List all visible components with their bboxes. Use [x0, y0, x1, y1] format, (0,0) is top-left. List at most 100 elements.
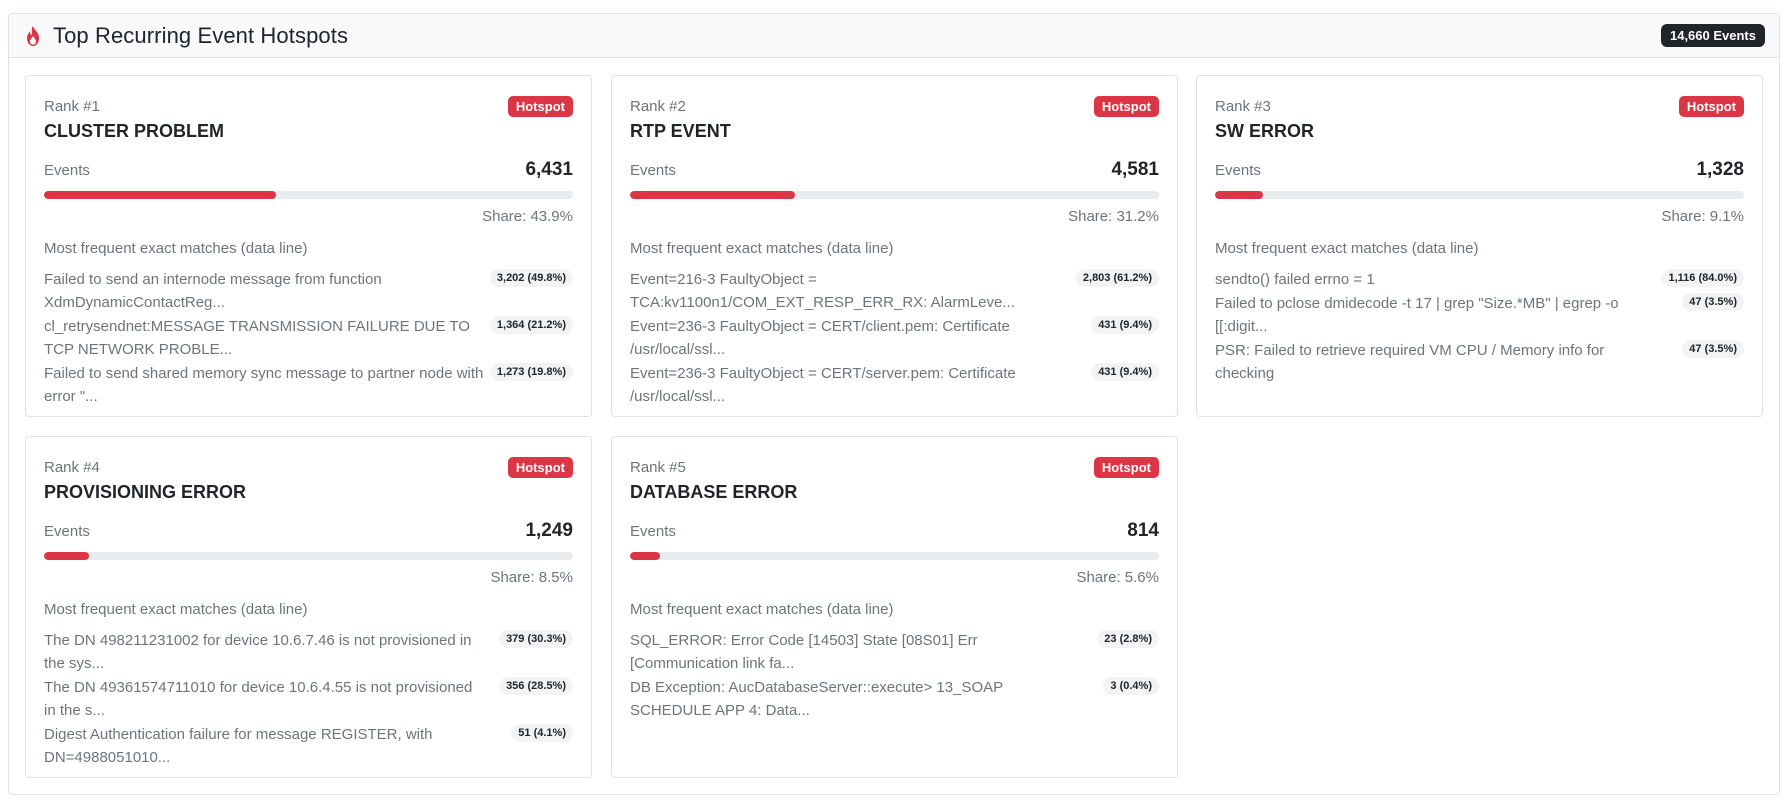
share-progress-fill	[630, 191, 796, 199]
events-count: 1,328	[1696, 159, 1744, 180]
events-label: Events	[630, 161, 676, 179]
matches-title: Most frequent exact matches (data line)	[630, 240, 894, 257]
match-item: The DN 498211231002 for device 10.6.7.46…	[44, 629, 573, 675]
match-count-badge: 356 (28.5%)	[499, 677, 573, 695]
share-label: Share: 43.9%	[482, 208, 573, 225]
panel-title: Top Recurring Event Hotspots	[53, 22, 349, 48]
hotspot-card-3: Rank #3 Hotspot SW ERROR Events 1,328 Sh…	[1196, 75, 1763, 417]
match-text: The DN 49361574711010 for device 10.6.4.…	[44, 679, 473, 719]
match-item: Digest Authentication failure for messag…	[44, 723, 573, 769]
match-text: Digest Authentication failure for messag…	[44, 726, 433, 766]
share-progress-bar	[44, 191, 573, 199]
hotspot-badge: Hotspot	[1678, 96, 1744, 117]
match-count-badge: 23 (2.8%)	[1097, 630, 1159, 648]
events-count: 6,431	[525, 159, 573, 180]
rank-label: Rank #4	[44, 459, 100, 476]
card-title: CLUSTER PROBLEM	[44, 121, 224, 141]
share-label: Share: 5.6%	[1076, 569, 1159, 586]
events-count: 1,249	[525, 520, 573, 541]
hotspot-card-4: Rank #4 Hotspot PROVISIONING ERROR Event…	[25, 436, 592, 778]
matches-title: Most frequent exact matches (data line)	[44, 240, 308, 257]
match-item: SQL_ERROR: Error Code [14503] State [08S…	[630, 629, 1159, 675]
match-count-badge: 379 (30.3%)	[499, 630, 573, 648]
match-count-badge: 1,273 (19.8%)	[489, 363, 573, 381]
match-item: DB Exception: AucDatabaseServer::execute…	[630, 676, 1159, 722]
match-count-badge: 431 (9.4%)	[1091, 316, 1159, 334]
match-text: SQL_ERROR: Error Code [14503] State [08S…	[630, 632, 978, 672]
match-list: Failed to send an internode message from…	[44, 268, 573, 408]
matches-title: Most frequent exact matches (data line)	[1215, 240, 1479, 257]
match-count-badge: 1,116 (84.0%)	[1661, 269, 1744, 287]
match-item: Event=236-3 FaultyObject = CERT/server.p…	[630, 362, 1159, 408]
events-count: 814	[1127, 520, 1159, 541]
total-events-badge: 14,660 Events	[1660, 24, 1765, 47]
match-item: Failed to send an internode message from…	[44, 268, 573, 314]
events-count: 4,581	[1111, 159, 1159, 180]
share-progress-bar	[630, 191, 1159, 199]
match-count-badge: 47 (3.5%)	[1682, 293, 1744, 311]
match-item: Failed to pclose dmidecode -t 17 | grep …	[1215, 292, 1744, 338]
share-progress-fill	[44, 552, 89, 560]
hotspot-badge: Hotspot	[507, 457, 573, 478]
events-label: Events	[630, 522, 676, 540]
match-count-badge: 1,364 (21.2%)	[489, 316, 573, 334]
match-item: PSR: Failed to retrieve required VM CPU …	[1215, 339, 1744, 385]
share-label: Share: 9.1%	[1661, 208, 1744, 225]
match-list: Event=216-3 FaultyObject = TCA:kv1100n1/…	[630, 268, 1159, 408]
match-item: Event=216-3 FaultyObject = TCA:kv1100n1/…	[630, 268, 1159, 314]
match-text: Event=236-3 FaultyObject = CERT/client.p…	[630, 318, 1010, 358]
match-count-badge: 431 (9.4%)	[1091, 363, 1159, 381]
share-progress-bar	[630, 552, 1159, 560]
hotspot-badge: Hotspot	[1093, 96, 1159, 117]
share-progress-fill	[630, 552, 660, 560]
hotspot-badge: Hotspot	[507, 96, 573, 117]
card-title: PROVISIONING ERROR	[44, 482, 247, 502]
share-label: Share: 8.5%	[490, 569, 573, 586]
hotspot-card-5: Rank #5 Hotspot DATABASE ERROR Events 81…	[611, 436, 1178, 778]
match-item: sendto() failed errno = 1 1,116 (84.0%)	[1215, 268, 1744, 291]
match-count-badge: 51 (4.1%)	[511, 724, 573, 742]
matches-title: Most frequent exact matches (data line)	[630, 601, 894, 618]
hotspot-badge: Hotspot	[1093, 457, 1159, 478]
card-title: SW ERROR	[1215, 121, 1314, 141]
share-progress-fill	[44, 191, 277, 199]
share-progress-fill	[1215, 191, 1264, 199]
match-text: Event=236-3 FaultyObject = CERT/server.p…	[630, 365, 1016, 405]
match-text: Failed to send an internode message from…	[44, 271, 382, 311]
match-text: Event=216-3 FaultyObject = TCA:kv1100n1/…	[630, 271, 1015, 311]
events-label: Events	[1215, 161, 1261, 179]
card-title: RTP EVENT	[630, 121, 731, 141]
match-text: DB Exception: AucDatabaseServer::execute…	[630, 679, 1003, 719]
share-label: Share: 31.2%	[1068, 208, 1159, 225]
match-count-badge: 3,202 (49.8%)	[489, 269, 573, 287]
match-text: The DN 498211231002 for device 10.6.7.46…	[44, 632, 472, 672]
match-item: Event=236-3 FaultyObject = CERT/client.p…	[630, 315, 1159, 361]
matches-title: Most frequent exact matches (data line)	[44, 601, 308, 618]
match-list: SQL_ERROR: Error Code [14503] State [08S…	[630, 629, 1159, 722]
match-count-badge: 2,803 (61.2%)	[1075, 269, 1159, 287]
match-list: sendto() failed errno = 1 1,116 (84.0%) Fa…	[1215, 268, 1744, 385]
rank-label: Rank #2	[630, 98, 686, 115]
hotspot-card-2: Rank #2 Hotspot RTP EVENT Events 4,581 S…	[611, 75, 1178, 417]
match-list: The DN 498211231002 for device 10.6.7.46…	[44, 629, 573, 769]
match-text: sendto() failed errno = 1	[1215, 271, 1375, 288]
rank-label: Rank #3	[1215, 98, 1271, 115]
hotspot-card-1: Rank #1 Hotspot CLUSTER PROBLEM Events 6…	[25, 75, 592, 417]
match-count-badge: 47 (3.5%)	[1682, 340, 1744, 358]
panel-header: Top Recurring Event Hotspots 14,660 Even…	[9, 14, 1779, 58]
match-text: Failed to send shared memory sync messag…	[44, 365, 484, 405]
match-text: PSR: Failed to retrieve required VM CPU …	[1215, 342, 1605, 382]
events-label: Events	[44, 522, 90, 540]
match-count-badge: 3 (0.4%)	[1103, 677, 1159, 695]
rank-label: Rank #1	[44, 98, 100, 115]
match-text: Failed to pclose dmidecode -t 17 | grep …	[1215, 295, 1619, 335]
match-item: The DN 49361574711010 for device 10.6.4.…	[44, 676, 573, 722]
match-text: cl_retrysendnet:MESSAGE TRANSMISSION FAI…	[44, 318, 470, 358]
rank-label: Rank #5	[630, 459, 686, 476]
match-item: Failed to send shared memory sync messag…	[44, 362, 573, 408]
card-title: DATABASE ERROR	[630, 482, 798, 502]
match-item: cl_retrysendnet:MESSAGE TRANSMISSION FAI…	[44, 315, 573, 361]
fire-icon	[23, 25, 43, 47]
share-progress-bar	[1215, 191, 1744, 199]
events-label: Events	[44, 161, 90, 179]
